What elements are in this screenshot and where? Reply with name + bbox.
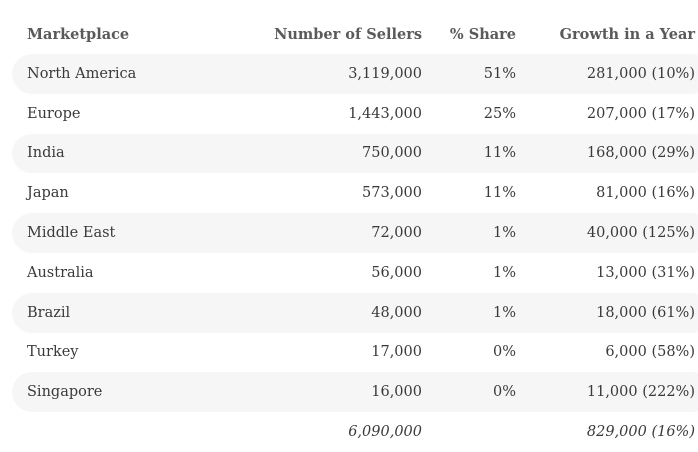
cell-marketplace: North America [12, 54, 257, 94]
table-row: Brazil 48,000 1% 18,000 (61%) [12, 292, 698, 333]
cell-marketplace: Singapore [12, 372, 257, 413]
cell-growth: 281,000 (10%) [516, 54, 698, 94]
cell-sellers: 56,000 [371, 264, 422, 281]
cell-marketplace: Australia [27, 264, 94, 281]
cell-marketplace: Brazil [12, 292, 257, 333]
table-row: Middle East 72,000 1% 40,000 (125%) [12, 213, 698, 253]
header-row: Marketplace Number of Sellers % Share Gr… [12, 14, 698, 54]
cell-sellers: 16,000 [257, 372, 422, 413]
cell-share: 1% [422, 213, 516, 253]
cell-growth: 81,000 (16%) [596, 185, 695, 202]
table-body: North America 3,119,000 51% 281,000 (10%… [12, 54, 698, 413]
header-marketplace: Marketplace [27, 25, 130, 43]
table-row: Turkey 17,000 0% 6,000 (58%) [12, 333, 698, 373]
cell-share: 0% [492, 344, 516, 361]
cell-sellers: 3,119,000 [257, 54, 422, 94]
total-marketplace-empty [12, 412, 257, 452]
table-row: Japan 573,000 11% 81,000 (16%) [12, 173, 698, 213]
cell-marketplace: Middle East [12, 213, 257, 253]
cell-growth: 40,000 (125%) [516, 213, 698, 253]
table-footer: 6,090,000 829,000 (16%) [12, 412, 698, 452]
table-row: Singapore 16,000 0% 11,000 (222%) [12, 372, 698, 413]
cell-marketplace: India [12, 133, 257, 174]
cell-marketplace: Japan [27, 185, 69, 202]
marketplace-table-container: Marketplace Number of Sellers % Share Gr… [12, 14, 698, 452]
cell-sellers: 750,000 [257, 133, 422, 174]
cell-growth: 6,000 (58%) [605, 344, 695, 361]
cell-marketplace: Turkey [27, 344, 79, 361]
cell-sellers: 573,000 [362, 185, 422, 202]
cell-share: 1% [492, 264, 516, 281]
cell-growth: 207,000 (17%) [586, 105, 695, 122]
table-row: Australia 56,000 1% 13,000 (31%) [12, 253, 698, 293]
cell-growth: 13,000 (31%) [596, 264, 695, 281]
cell-sellers: 1,443,000 [348, 105, 422, 122]
marketplace-sellers-table: Marketplace Number of Sellers % Share Gr… [12, 14, 698, 452]
cell-growth: 18,000 (61%) [516, 292, 698, 333]
cell-sellers: 48,000 [257, 292, 422, 333]
cell-share: 51% [422, 54, 516, 94]
header-growth: Growth in a Year [559, 25, 695, 43]
table-row: North America 3,119,000 51% 281,000 (10%… [12, 54, 698, 94]
cell-marketplace: Europe [27, 105, 81, 122]
cell-share: 1% [422, 292, 516, 333]
cell-share: 25% [483, 105, 516, 122]
total-growth: 829,000 (16%) [586, 424, 695, 441]
header-share: % Share [449, 25, 516, 43]
totals-row: 6,090,000 829,000 (16%) [12, 412, 698, 452]
cell-growth: 11,000 (222%) [516, 372, 698, 413]
table-row: India 750,000 11% 168,000 (29%) [12, 133, 698, 174]
total-sellers: 6,090,000 [348, 424, 422, 441]
cell-share: 11% [422, 133, 516, 174]
table-row: Europe 1,443,000 25% 207,000 (17%) [12, 94, 698, 134]
cell-share: 0% [422, 372, 516, 413]
total-share-empty [422, 412, 516, 452]
table-header: Marketplace Number of Sellers % Share Gr… [12, 14, 698, 54]
cell-sellers: 72,000 [257, 213, 422, 253]
header-number-of-sellers: Number of Sellers [274, 25, 422, 43]
cell-share: 11% [483, 185, 516, 202]
cell-sellers: 17,000 [371, 344, 422, 361]
cell-growth: 168,000 (29%) [516, 133, 698, 174]
